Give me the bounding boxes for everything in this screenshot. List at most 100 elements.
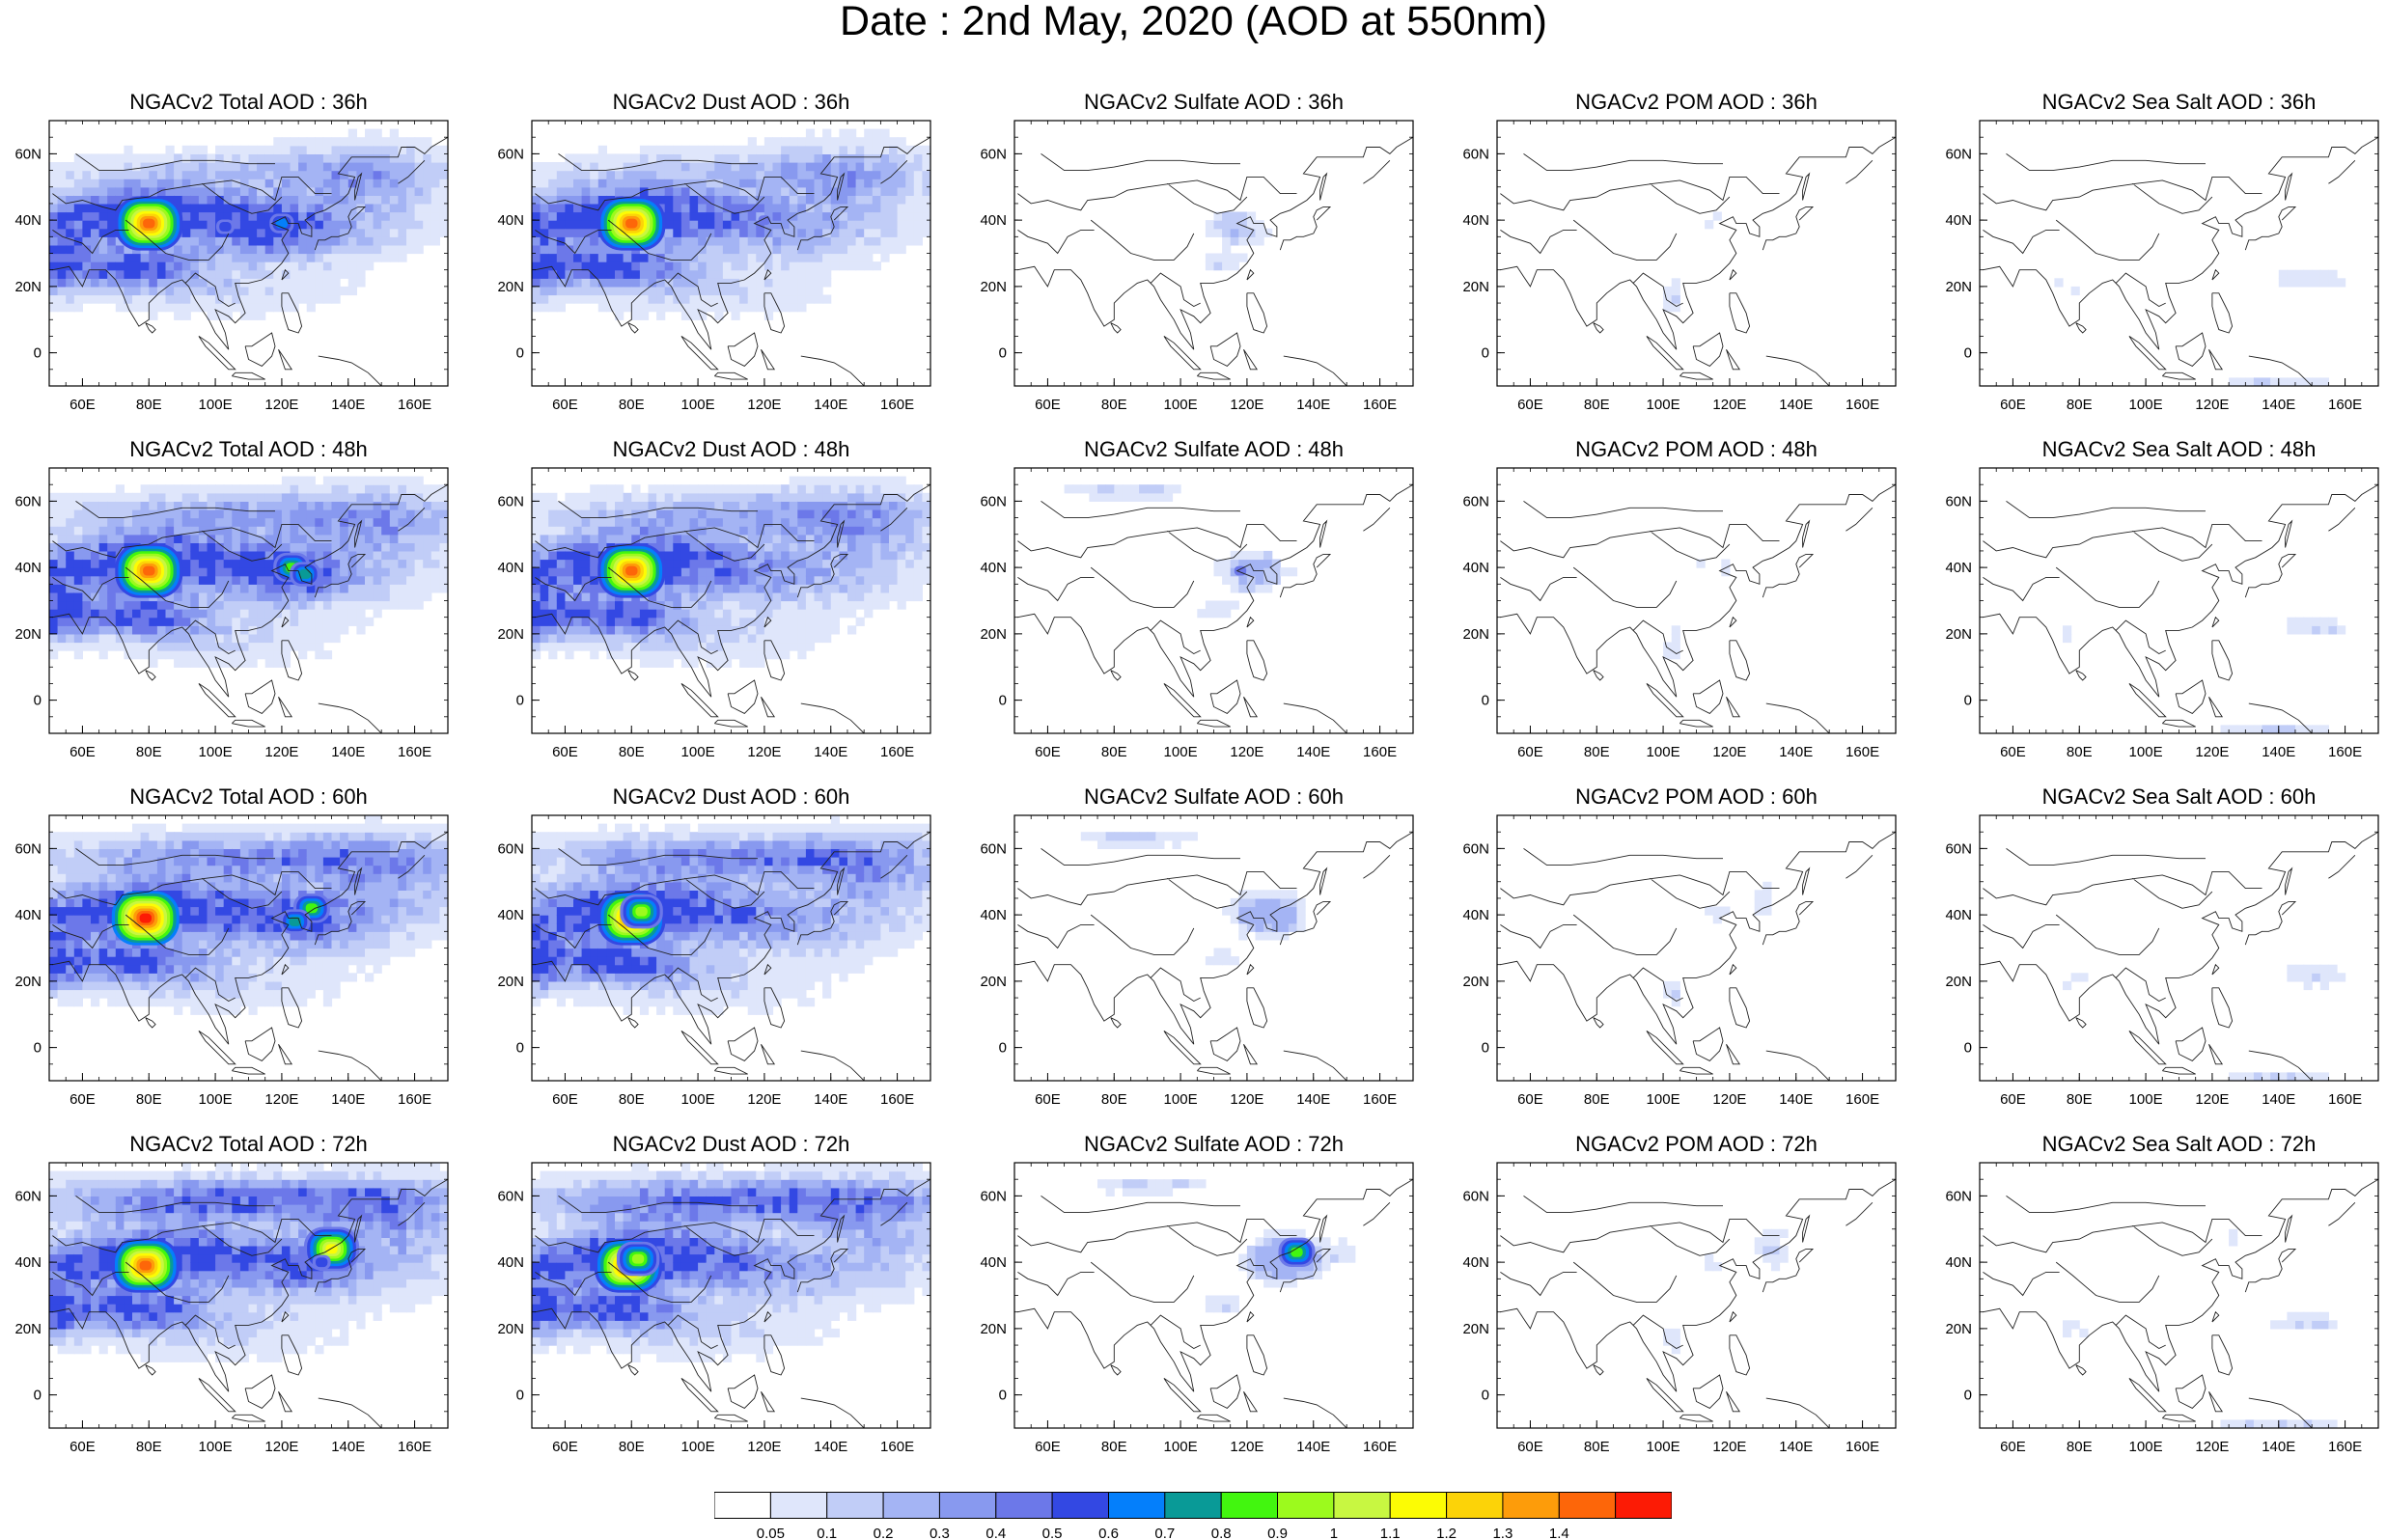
panel-title: NGACv2 POM AOD : 36h — [1575, 90, 1818, 114]
panel-title: NGACv2 Total AOD : 60h — [129, 784, 368, 809]
colorbar-swatch — [769, 1492, 828, 1519]
lat-tick-label: 20N — [14, 1321, 42, 1337]
lon-tick-label: 100E — [1164, 1091, 1198, 1108]
panel-title: NGACv2 Dust AOD : 72h — [612, 1132, 850, 1156]
aod-map: 60E 80E 100E 120E 140E 160E 60N 40N 20N 0 — [14, 814, 449, 1108]
aod-field — [1663, 1228, 1789, 1355]
coastlines — [1500, 136, 1896, 386]
aod-field — [1663, 881, 1772, 1007]
panel-title: NGACv2 POM AOD : 72h — [1575, 1132, 1818, 1156]
aod-hotspot — [290, 562, 320, 587]
colorbar-swatch — [1615, 1492, 1672, 1519]
map-panel-total-36: NGACv2 Total AOD : 36h 60E 80E 100E 120E 140E… — [0, 90, 483, 437]
colorbar-label: 0.6 — [1098, 1526, 1119, 1540]
colorbar-swatch — [826, 1492, 884, 1519]
coastlines — [1983, 136, 2378, 386]
coastlines — [1983, 1178, 2378, 1428]
lat-tick-label: 60N — [1462, 146, 1489, 162]
lat-tick-label: 0 — [1964, 693, 1972, 709]
lon-tick-label: 80E — [136, 744, 162, 760]
lon-tick-label: 60E — [1517, 744, 1543, 760]
lon-tick-label: 120E — [1712, 1091, 1746, 1108]
lon-tick-label: 140E — [814, 1091, 847, 1108]
colorbar-label: 1.4 — [1549, 1526, 1569, 1540]
coastlines — [1500, 1178, 1896, 1428]
colorbar-swatch — [938, 1492, 997, 1519]
coastlines — [52, 1178, 448, 1428]
map-panel-sulfate-36: NGACv2 Sulfate AOD : 36h 60E 80E 100E 120E 14… — [965, 90, 1448, 437]
lon-tick-label: 80E — [2067, 1439, 2093, 1455]
lon-tick-label: 140E — [331, 1439, 365, 1455]
lat-tick-label: 60N — [1462, 840, 1489, 857]
panel-title: NGACv2 Total AOD : 48h — [129, 437, 368, 461]
coastlines — [535, 1178, 930, 1428]
lon-tick-label: 140E — [331, 1091, 365, 1108]
lon-tick-label: 120E — [264, 1439, 298, 1455]
aod-hotspot — [597, 196, 666, 251]
lat-tick-label: 20N — [1462, 1321, 1489, 1337]
lon-tick-label: 160E — [2328, 1439, 2362, 1455]
lon-tick-label: 120E — [264, 397, 298, 413]
lon-tick-label: 80E — [619, 744, 645, 760]
minor-ticks — [531, 814, 931, 1082]
aod-map: 60E 80E 100E 120E 140E 160E 60N 40N 20N 0 — [497, 814, 931, 1108]
lat-tick-label: 60N — [1945, 840, 1972, 857]
lon-tick-label: 140E — [1296, 744, 1330, 760]
lat-tick-label: 60N — [14, 493, 42, 509]
lon-tick-label: 120E — [2195, 744, 2229, 760]
lon-tick-label: 60E — [1035, 1091, 1061, 1108]
coastlines — [52, 483, 448, 733]
panel-title: NGACv2 Sulfate AOD : 60h — [1083, 784, 1345, 809]
lon-tick-label: 140E — [814, 1439, 847, 1455]
colorbar-label: 1.1 — [1380, 1526, 1401, 1540]
lon-tick-label: 120E — [1230, 1439, 1263, 1455]
lon-tick-label: 120E — [747, 1091, 781, 1108]
lat-tick-label: 20N — [497, 626, 524, 643]
aod-map: 60E 80E 100E 120E 140E 160E 60N 40N 20N 0 — [1945, 467, 2379, 760]
main-title: Date : 2nd May, 2020 (AOD at 550nm) — [840, 0, 1547, 44]
lon-tick-label: 60E — [1517, 1439, 1543, 1455]
lat-tick-label: 0 — [1482, 1040, 1489, 1057]
coastlines — [1017, 831, 1413, 1081]
coastlines — [1983, 483, 2378, 733]
coastlines — [1983, 831, 2378, 1081]
lat-tick-label: 0 — [1964, 1388, 1972, 1404]
lon-tick-label: 120E — [1230, 397, 1263, 413]
colorbar-label: 0.9 — [1267, 1526, 1288, 1540]
panel-title: NGACv2 Total AOD : 36h — [129, 90, 368, 114]
map-panel-dust-60: NGACv2 Dust AOD : 60h 60E 80E 100E 120E 140E 1… — [483, 784, 965, 1132]
lon-tick-label: 80E — [1101, 1091, 1127, 1108]
lat-tick-label: 0 — [516, 1388, 524, 1404]
lat-tick-label: 40N — [14, 212, 42, 229]
colorbar-label: 0.05 — [757, 1526, 785, 1540]
lat-tick-label: 60N — [497, 840, 524, 857]
aod-map: 60E 80E 100E 120E 140E 160E 60N 40N 20N 0 — [14, 120, 449, 413]
colorbar-swatch — [1277, 1492, 1335, 1519]
lon-tick-label: 140E — [1296, 1091, 1330, 1108]
lat-tick-label: 40N — [980, 1254, 1007, 1271]
aod-field — [2054, 269, 2346, 386]
colorbar-swatch — [1446, 1492, 1504, 1519]
lat-tick-label: 0 — [34, 1040, 42, 1057]
map-panel-pom-72: NGACv2 POM AOD : 72h 60E 80E 100E 120E 140E 16… — [1448, 1132, 1930, 1479]
lon-tick-label: 160E — [2328, 397, 2362, 413]
lat-tick-label: 20N — [980, 626, 1007, 643]
lat-tick-label: 60N — [497, 1188, 524, 1204]
aod-field — [532, 1163, 930, 1362]
lat-tick-label: 0 — [1482, 345, 1489, 362]
aod-hotspot — [758, 215, 771, 226]
lat-tick-label: 0 — [34, 1388, 42, 1404]
lon-tick-label: 100E — [1647, 1091, 1680, 1108]
colorbar-swatch — [882, 1492, 941, 1519]
lat-tick-label: 0 — [999, 693, 1007, 709]
lon-tick-label: 100E — [1647, 397, 1680, 413]
aod-hotspot — [216, 219, 235, 234]
lon-tick-label: 60E — [69, 1091, 96, 1108]
aod-map: 60E 80E 100E 120E 140E 160E 60N 40N 20N 0 — [1945, 1162, 2379, 1455]
colorbar-label: 1.3 — [1492, 1526, 1513, 1540]
lat-tick-label: 60N — [1945, 1188, 1972, 1204]
lon-tick-label: 160E — [880, 1439, 914, 1455]
lon-tick-label: 100E — [2129, 744, 2163, 760]
aod-hotspot — [616, 1241, 660, 1277]
aod-map: 60E 80E 100E 120E 140E 160E 60N 40N 20N 0 — [1945, 120, 2379, 413]
